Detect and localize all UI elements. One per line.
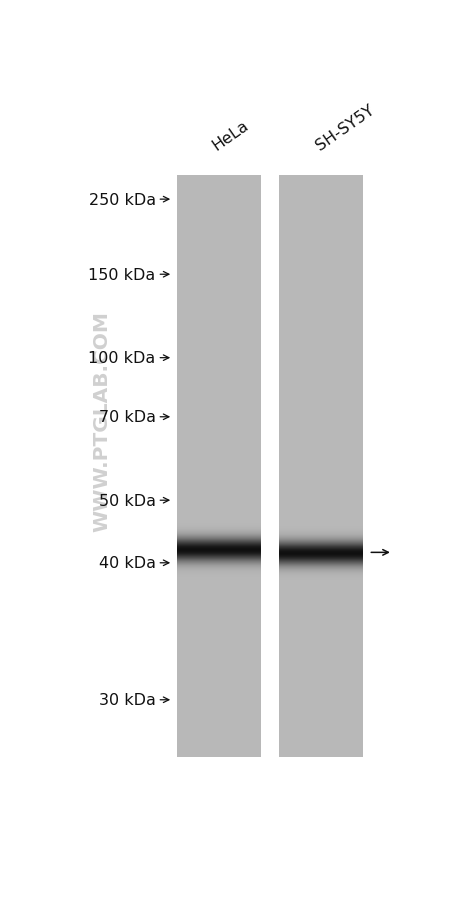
Text: 70 kDa: 70 kDa: [99, 410, 156, 425]
Text: 50 kDa: 50 kDa: [99, 493, 156, 508]
Text: 250 kDa: 250 kDa: [89, 192, 156, 207]
Text: 30 kDa: 30 kDa: [99, 693, 156, 707]
Text: 150 kDa: 150 kDa: [88, 267, 156, 282]
Text: 40 kDa: 40 kDa: [99, 556, 156, 571]
Text: WWW.PTGLAB.COM: WWW.PTGLAB.COM: [92, 310, 111, 531]
Text: 100 kDa: 100 kDa: [88, 351, 156, 366]
Text: HeLa: HeLa: [210, 118, 252, 153]
Text: SH-SY5Y: SH-SY5Y: [313, 102, 377, 153]
